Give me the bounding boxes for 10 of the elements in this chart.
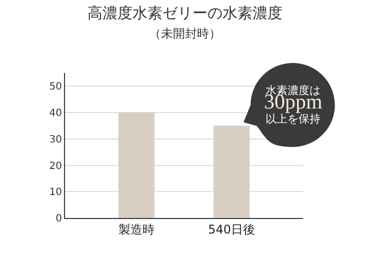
y-tick-label: 10 xyxy=(49,187,62,198)
x-tick-label: 製造時 xyxy=(118,222,154,236)
chart-subtitle: （未開封時） xyxy=(149,26,221,41)
y-tick-label: 30 xyxy=(49,134,62,146)
y-tick-label: 50 xyxy=(49,82,62,93)
chart-title: 高濃度水素ゼリーの水素濃度 xyxy=(88,4,282,22)
x-tick-label: 540日後 xyxy=(208,222,256,236)
y-tick-label: 0 xyxy=(56,214,62,224)
y-tick-label: 20 xyxy=(49,160,62,172)
y-tick-label: 40 xyxy=(49,108,62,120)
